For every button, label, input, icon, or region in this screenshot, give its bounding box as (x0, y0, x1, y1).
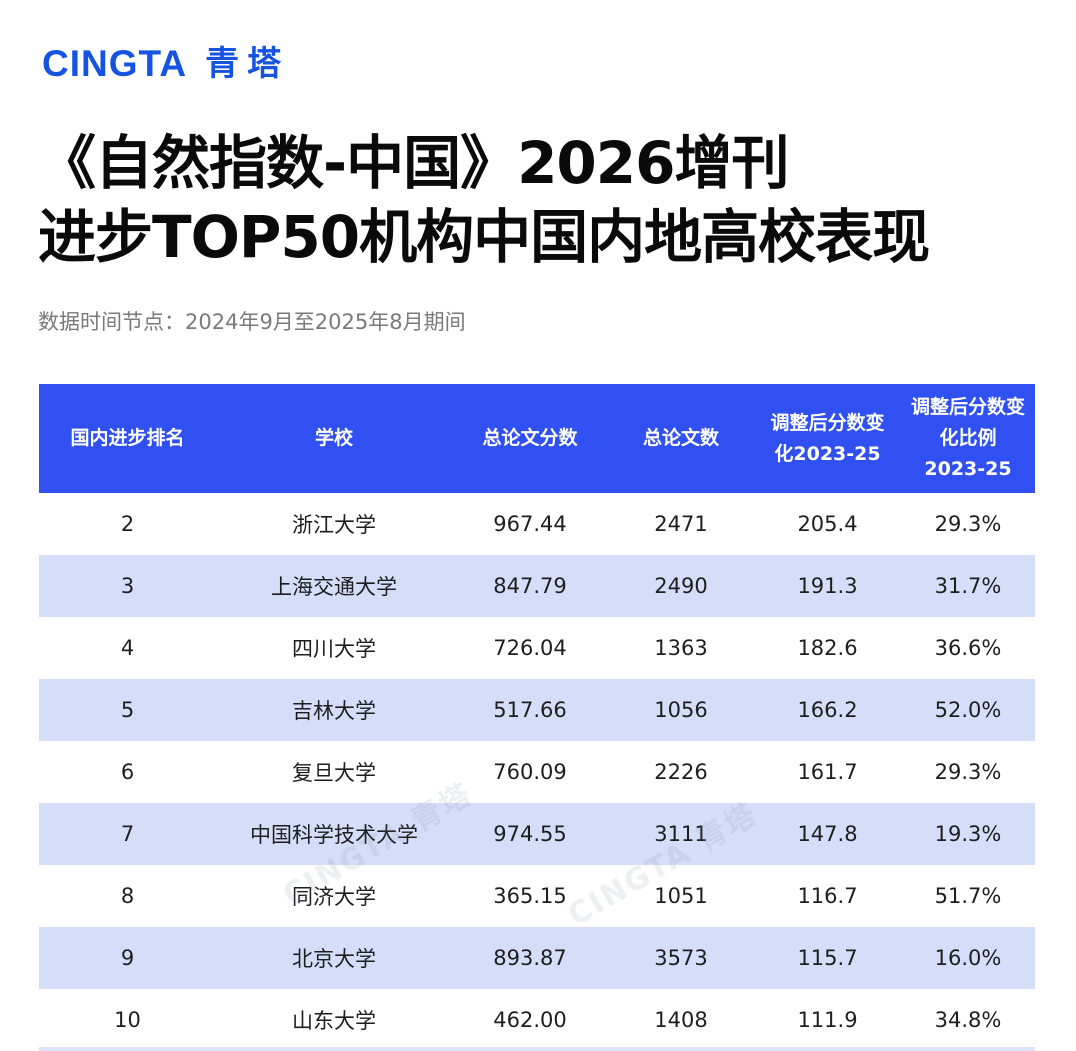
cell-count: 1363 (608, 617, 754, 679)
cell-ratio: 34.8% (901, 989, 1035, 1051)
cell-school: 上海交通大学 (216, 555, 452, 617)
cell-change: 166.2 (754, 679, 901, 741)
title-line-1: 《自然指数-中国》2026增刊 (38, 129, 790, 197)
cell-rank: 4 (39, 617, 216, 679)
cell-change: 191.3 (754, 555, 901, 617)
cell-share: 974.55 (452, 803, 608, 865)
cell-count: 1051 (608, 865, 754, 927)
brand-logo: CINGTA 青塔 (42, 42, 289, 86)
header-change: 调整后分数变化2023-25 (754, 384, 901, 493)
cell-count: 3111 (608, 803, 754, 865)
cell-change: 111.9 (754, 989, 901, 1051)
cell-ratio: 16.0% (901, 927, 1035, 989)
cell-ratio: 29.3% (901, 741, 1035, 803)
ranking-table-container: 国内进步排名 学校 总论文分数 总论文数 调整后分数变化2023-25 调整后分… (39, 384, 1035, 1051)
cell-rank: 3 (39, 555, 216, 617)
cell-ratio: 31.7% (901, 555, 1035, 617)
cell-ratio: 19.3% (901, 803, 1035, 865)
cell-count: 2471 (608, 493, 754, 555)
brand-latin: CINGTA (42, 43, 188, 84)
cell-school: 北京大学 (216, 927, 452, 989)
cell-share: 365.15 (452, 865, 608, 927)
cell-change: 147.8 (754, 803, 901, 865)
cell-share: 760.09 (452, 741, 608, 803)
cell-change: 116.7 (754, 865, 901, 927)
cell-count: 2226 (608, 741, 754, 803)
cell-school: 复旦大学 (216, 741, 452, 803)
cell-count: 1056 (608, 679, 754, 741)
table-row: 8 同济大学 365.15 1051 116.7 51.7% (39, 865, 1035, 927)
cell-count: 3573 (608, 927, 754, 989)
next-row-edge (39, 1047, 1035, 1051)
data-period-note: 数据时间节点：2024年9月至2025年8月期间 (38, 310, 466, 334)
cell-rank: 10 (39, 989, 216, 1051)
table-row: 4 四川大学 726.04 1363 182.6 36.6% (39, 617, 1035, 679)
table-row: 7 中国科学技术大学 974.55 3111 147.8 19.3% (39, 803, 1035, 865)
cell-school: 四川大学 (216, 617, 452, 679)
cell-school: 中国科学技术大学 (216, 803, 452, 865)
cell-change: 161.7 (754, 741, 901, 803)
cell-count: 2490 (608, 555, 754, 617)
cell-share: 726.04 (452, 617, 608, 679)
table-row: 2 浙江大学 967.44 2471 205.4 29.3% (39, 493, 1035, 555)
cell-share: 517.66 (452, 679, 608, 741)
table-row: 10 山东大学 462.00 1408 111.9 34.8% (39, 989, 1035, 1051)
cell-change: 205.4 (754, 493, 901, 555)
header-count: 总论文数 (608, 384, 754, 493)
cell-share: 462.00 (452, 989, 608, 1051)
cell-share: 847.79 (452, 555, 608, 617)
cell-rank: 9 (39, 927, 216, 989)
cell-count: 1408 (608, 989, 754, 1051)
cell-school: 吉林大学 (216, 679, 452, 741)
table-row: 5 吉林大学 517.66 1056 166.2 52.0% (39, 679, 1035, 741)
cell-school: 浙江大学 (216, 493, 452, 555)
page-title: 《自然指数-中国》2026增刊 进步TOP50机构中国内地高校表现 (38, 126, 1048, 274)
header-school: 学校 (216, 384, 452, 493)
cell-rank: 2 (39, 493, 216, 555)
cell-change: 182.6 (754, 617, 901, 679)
cell-share: 967.44 (452, 493, 608, 555)
cell-rank: 7 (39, 803, 216, 865)
header-share: 总论文分数 (452, 384, 608, 493)
cell-ratio: 51.7% (901, 865, 1035, 927)
table-row: 6 复旦大学 760.09 2226 161.7 29.3% (39, 741, 1035, 803)
header-ratio: 调整后分数变化比例2023-25 (901, 384, 1035, 493)
cell-school: 同济大学 (216, 865, 452, 927)
table-row: 9 北京大学 893.87 3573 115.7 16.0% (39, 927, 1035, 989)
ranking-table: 国内进步排名 学校 总论文分数 总论文数 调整后分数变化2023-25 调整后分… (39, 384, 1035, 1051)
cell-rank: 6 (39, 741, 216, 803)
cell-school: 山东大学 (216, 989, 452, 1051)
brand-cjk: 青塔 (205, 44, 290, 84)
title-line-2: 进步TOP50机构中国内地高校表现 (38, 203, 930, 271)
cell-ratio: 29.3% (901, 493, 1035, 555)
cell-rank: 8 (39, 865, 216, 927)
cell-ratio: 52.0% (901, 679, 1035, 741)
table-row: 3 上海交通大学 847.79 2490 191.3 31.7% (39, 555, 1035, 617)
cell-rank: 5 (39, 679, 216, 741)
header-rank: 国内进步排名 (39, 384, 216, 493)
cell-ratio: 36.6% (901, 617, 1035, 679)
cell-share: 893.87 (452, 927, 608, 989)
cell-change: 115.7 (754, 927, 901, 989)
table-header-row: 国内进步排名 学校 总论文分数 总论文数 调整后分数变化2023-25 调整后分… (39, 384, 1035, 493)
